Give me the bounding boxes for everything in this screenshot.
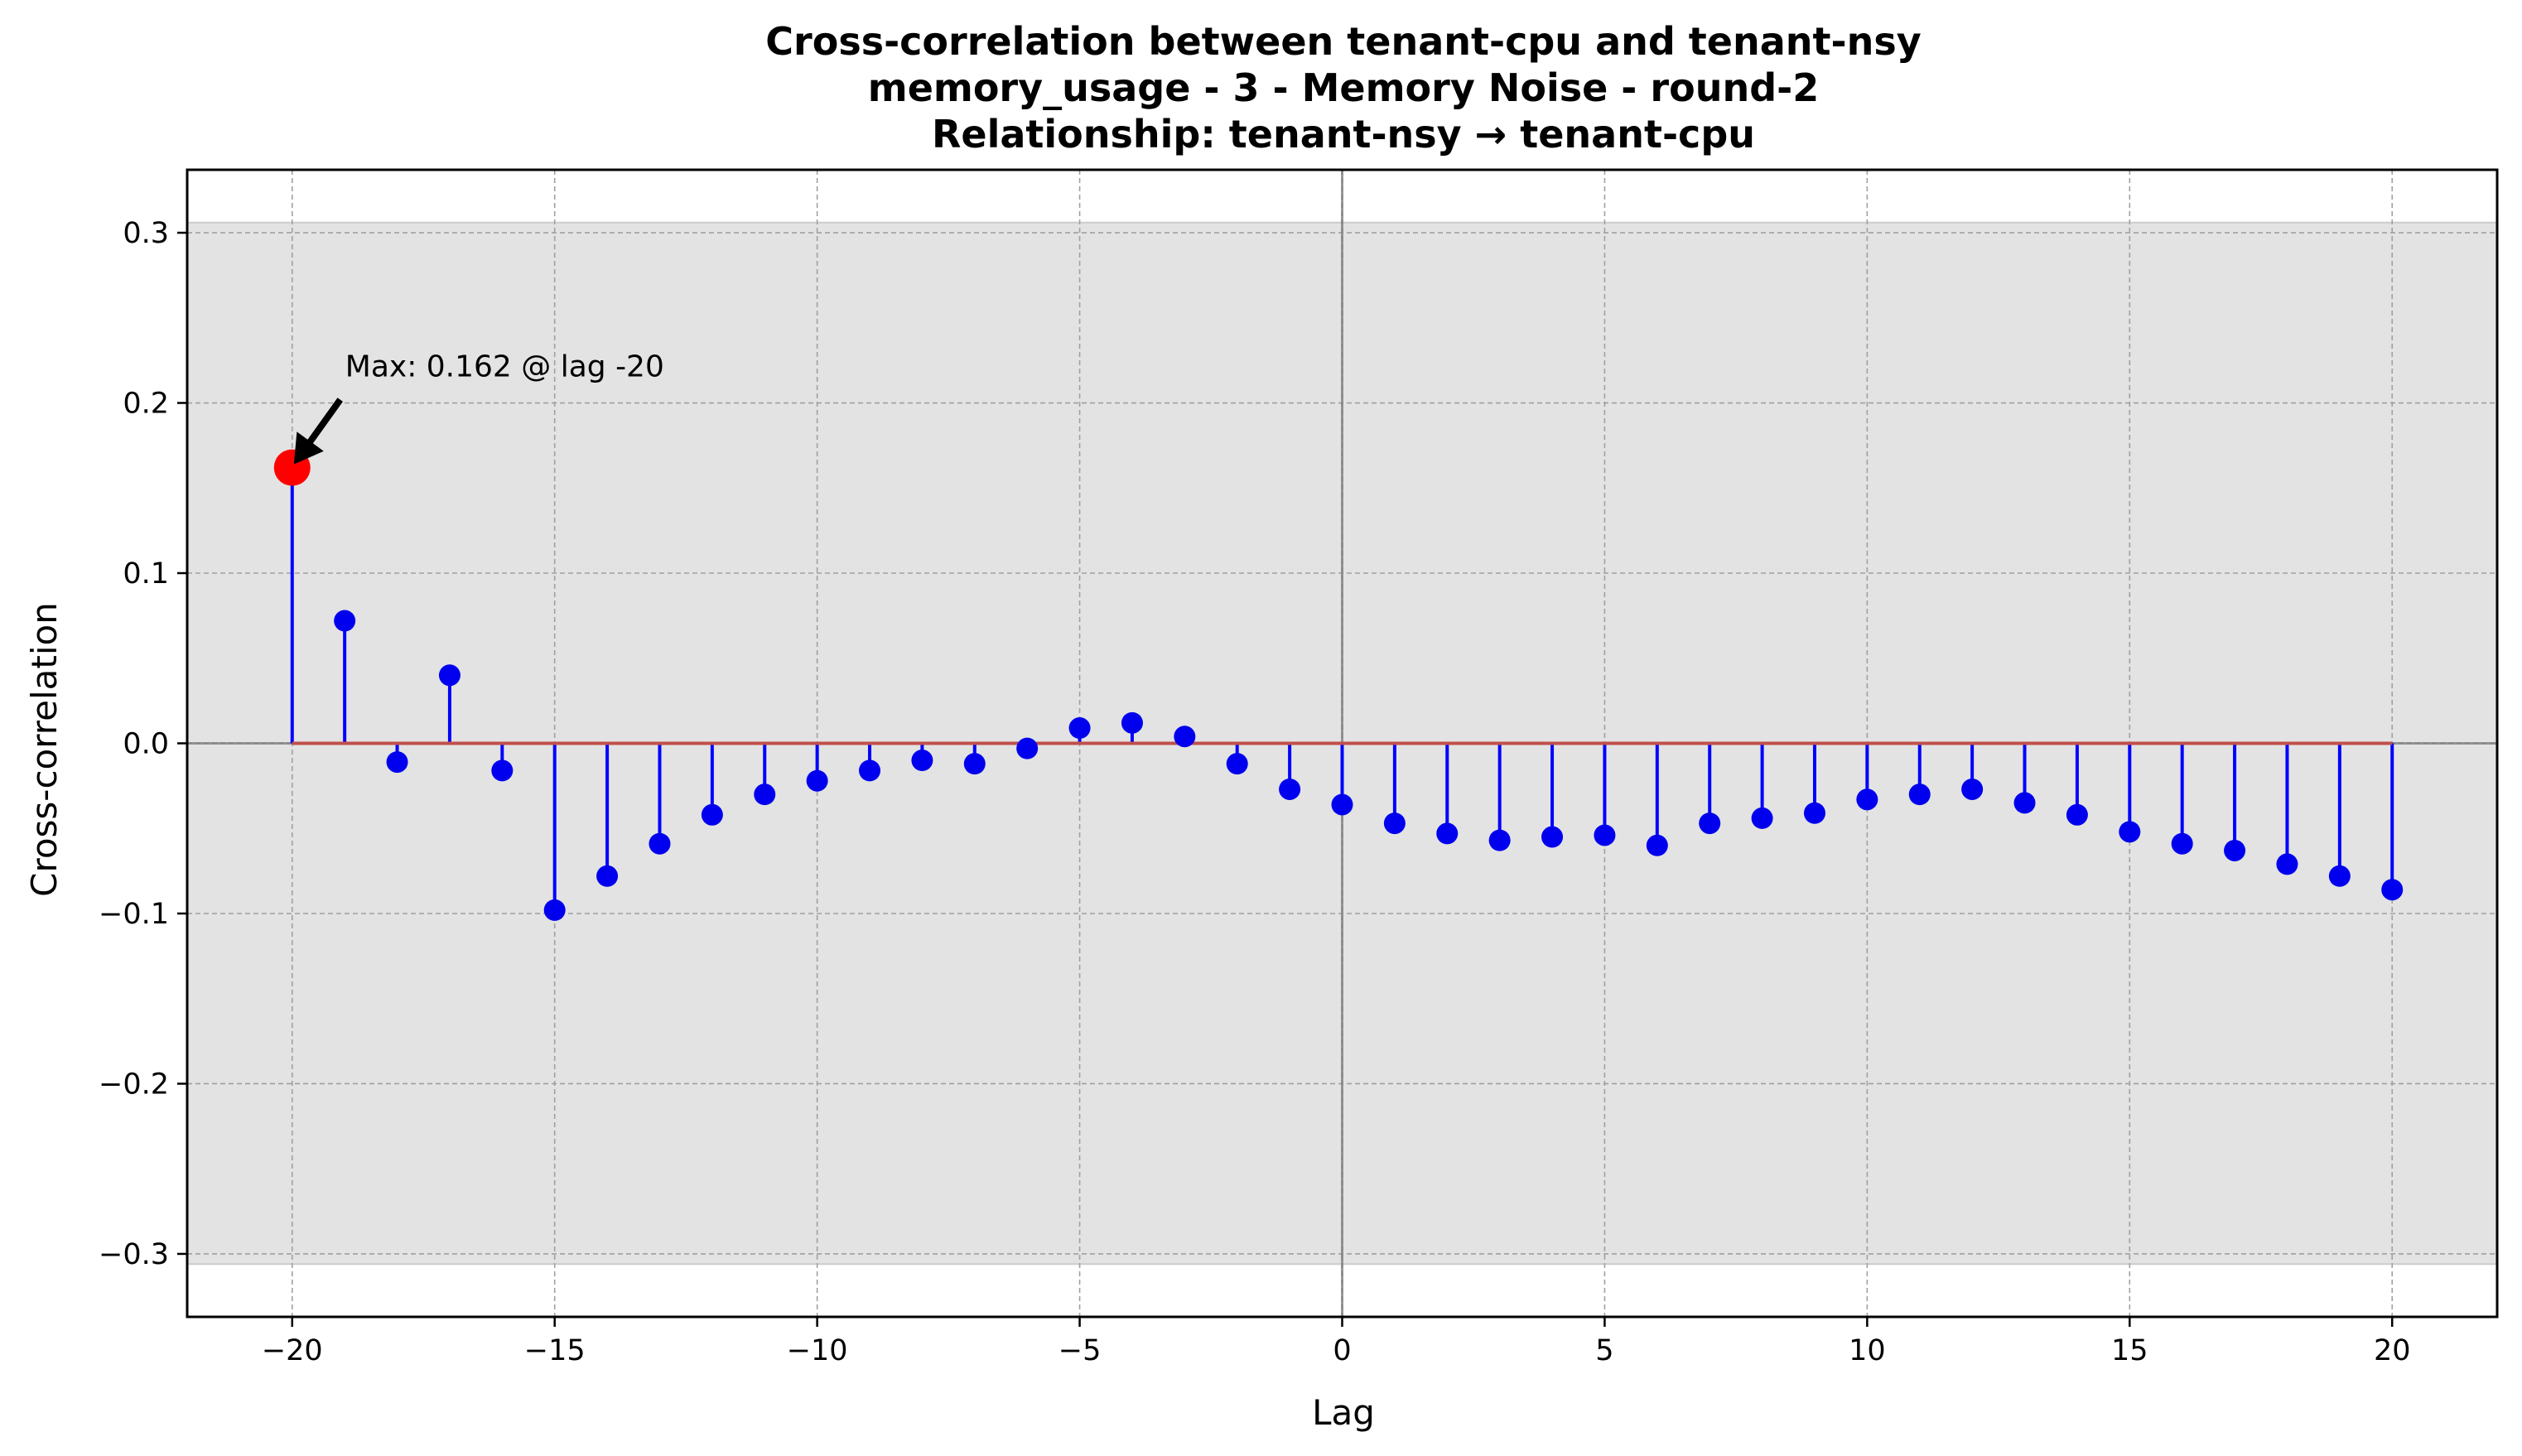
stem-marker (2013, 792, 2036, 814)
y-axis-label: Cross-correlation (24, 602, 65, 897)
stem-marker (1436, 822, 1459, 845)
chart-title-line-2: memory_usage - 3 - Memory Noise - round-… (868, 65, 1819, 110)
y-tick-label: −0.2 (99, 1068, 169, 1101)
stem-marker (2224, 839, 2246, 861)
x-tick-label: 20 (2374, 1334, 2411, 1367)
stem-marker (1908, 783, 1931, 806)
max-annotation: Max: 0.162 @ lag -20 (293, 350, 664, 465)
y-tick-label: −0.1 (99, 898, 169, 931)
stem-marker (1699, 812, 1721, 835)
stem-marker (754, 783, 776, 806)
stem-marker (911, 750, 933, 772)
chart-title: Cross-correlation between tenant-cpu and… (765, 19, 1921, 157)
stem-marker (701, 803, 723, 826)
stem-marker (491, 759, 514, 782)
stem-marker (1016, 737, 1039, 759)
stem-marker (1803, 802, 1825, 824)
x-tick-label: −10 (787, 1334, 848, 1367)
stem-marker (2328, 865, 2351, 887)
stem-marker (806, 769, 828, 792)
plot-area: Max: 0.162 @ lag -20 (186, 168, 2499, 1319)
stem-marker (1856, 788, 1878, 811)
stem-marker (438, 664, 461, 687)
x-tick-label: −5 (1058, 1334, 1102, 1367)
x-tick-label: 5 (1595, 1334, 1613, 1367)
stem-markers (281, 456, 2404, 921)
x-tick-label: 0 (1333, 1334, 1351, 1367)
x-tick-label: 10 (1849, 1334, 1886, 1367)
x-tick-label: −15 (524, 1334, 586, 1367)
stem-marker (386, 751, 408, 774)
stem-marker (1226, 753, 1248, 775)
y-tick-label: 0.1 (123, 557, 169, 591)
x-axis-ticks: −20 −15 −10 −5 0 5 10 15 20 (262, 1317, 2411, 1367)
annotation-text: Max: 0.162 @ lag -20 (345, 350, 664, 384)
stem-marker (1121, 711, 1143, 734)
y-tick-label: −0.3 (99, 1238, 169, 1271)
stem-marker (2171, 832, 2193, 855)
stem-marker (1331, 793, 1353, 816)
stem-marker (1961, 778, 1984, 800)
stem-marker (1279, 778, 1301, 800)
chart-title-line-1: Cross-correlation between tenant-cpu and… (765, 19, 1921, 64)
annotation-arrow (293, 398, 343, 465)
stem-marker (596, 865, 619, 887)
chart-title-line-3: Relationship: tenant-nsy → tenant-cpu (932, 112, 1755, 157)
stem-marker (1594, 824, 1616, 846)
stem-marker (334, 610, 356, 632)
stem-marker (1541, 826, 1564, 848)
y-tick-label: 0.2 (123, 388, 169, 421)
stem-marker (2276, 853, 2298, 875)
stem-marker (1068, 717, 1091, 740)
stem-marker (2066, 803, 2088, 826)
y-tick-label: 0.3 (123, 217, 169, 250)
stem-marker (1383, 812, 1406, 835)
stem-marker (1646, 834, 1668, 856)
stem-marker (859, 759, 881, 782)
stem-marker (963, 753, 986, 775)
x-tick-label: −20 (262, 1334, 323, 1367)
stem-marker (1174, 726, 1196, 748)
stem-marker (649, 832, 671, 855)
stem-marker (1751, 807, 1773, 829)
x-tick-label: 15 (2111, 1334, 2148, 1367)
stem-marker (2119, 821, 2141, 843)
stem-marker (2381, 879, 2404, 901)
stem-marker (1488, 829, 1511, 851)
x-axis-label: Lag (1312, 1392, 1375, 1433)
y-tick-label: 0.0 (123, 728, 169, 761)
y-axis-ticks: 0.3 0.2 0.1 0.0 −0.1 −0.2 −0.3 (99, 217, 187, 1271)
stem-marker (543, 899, 566, 921)
